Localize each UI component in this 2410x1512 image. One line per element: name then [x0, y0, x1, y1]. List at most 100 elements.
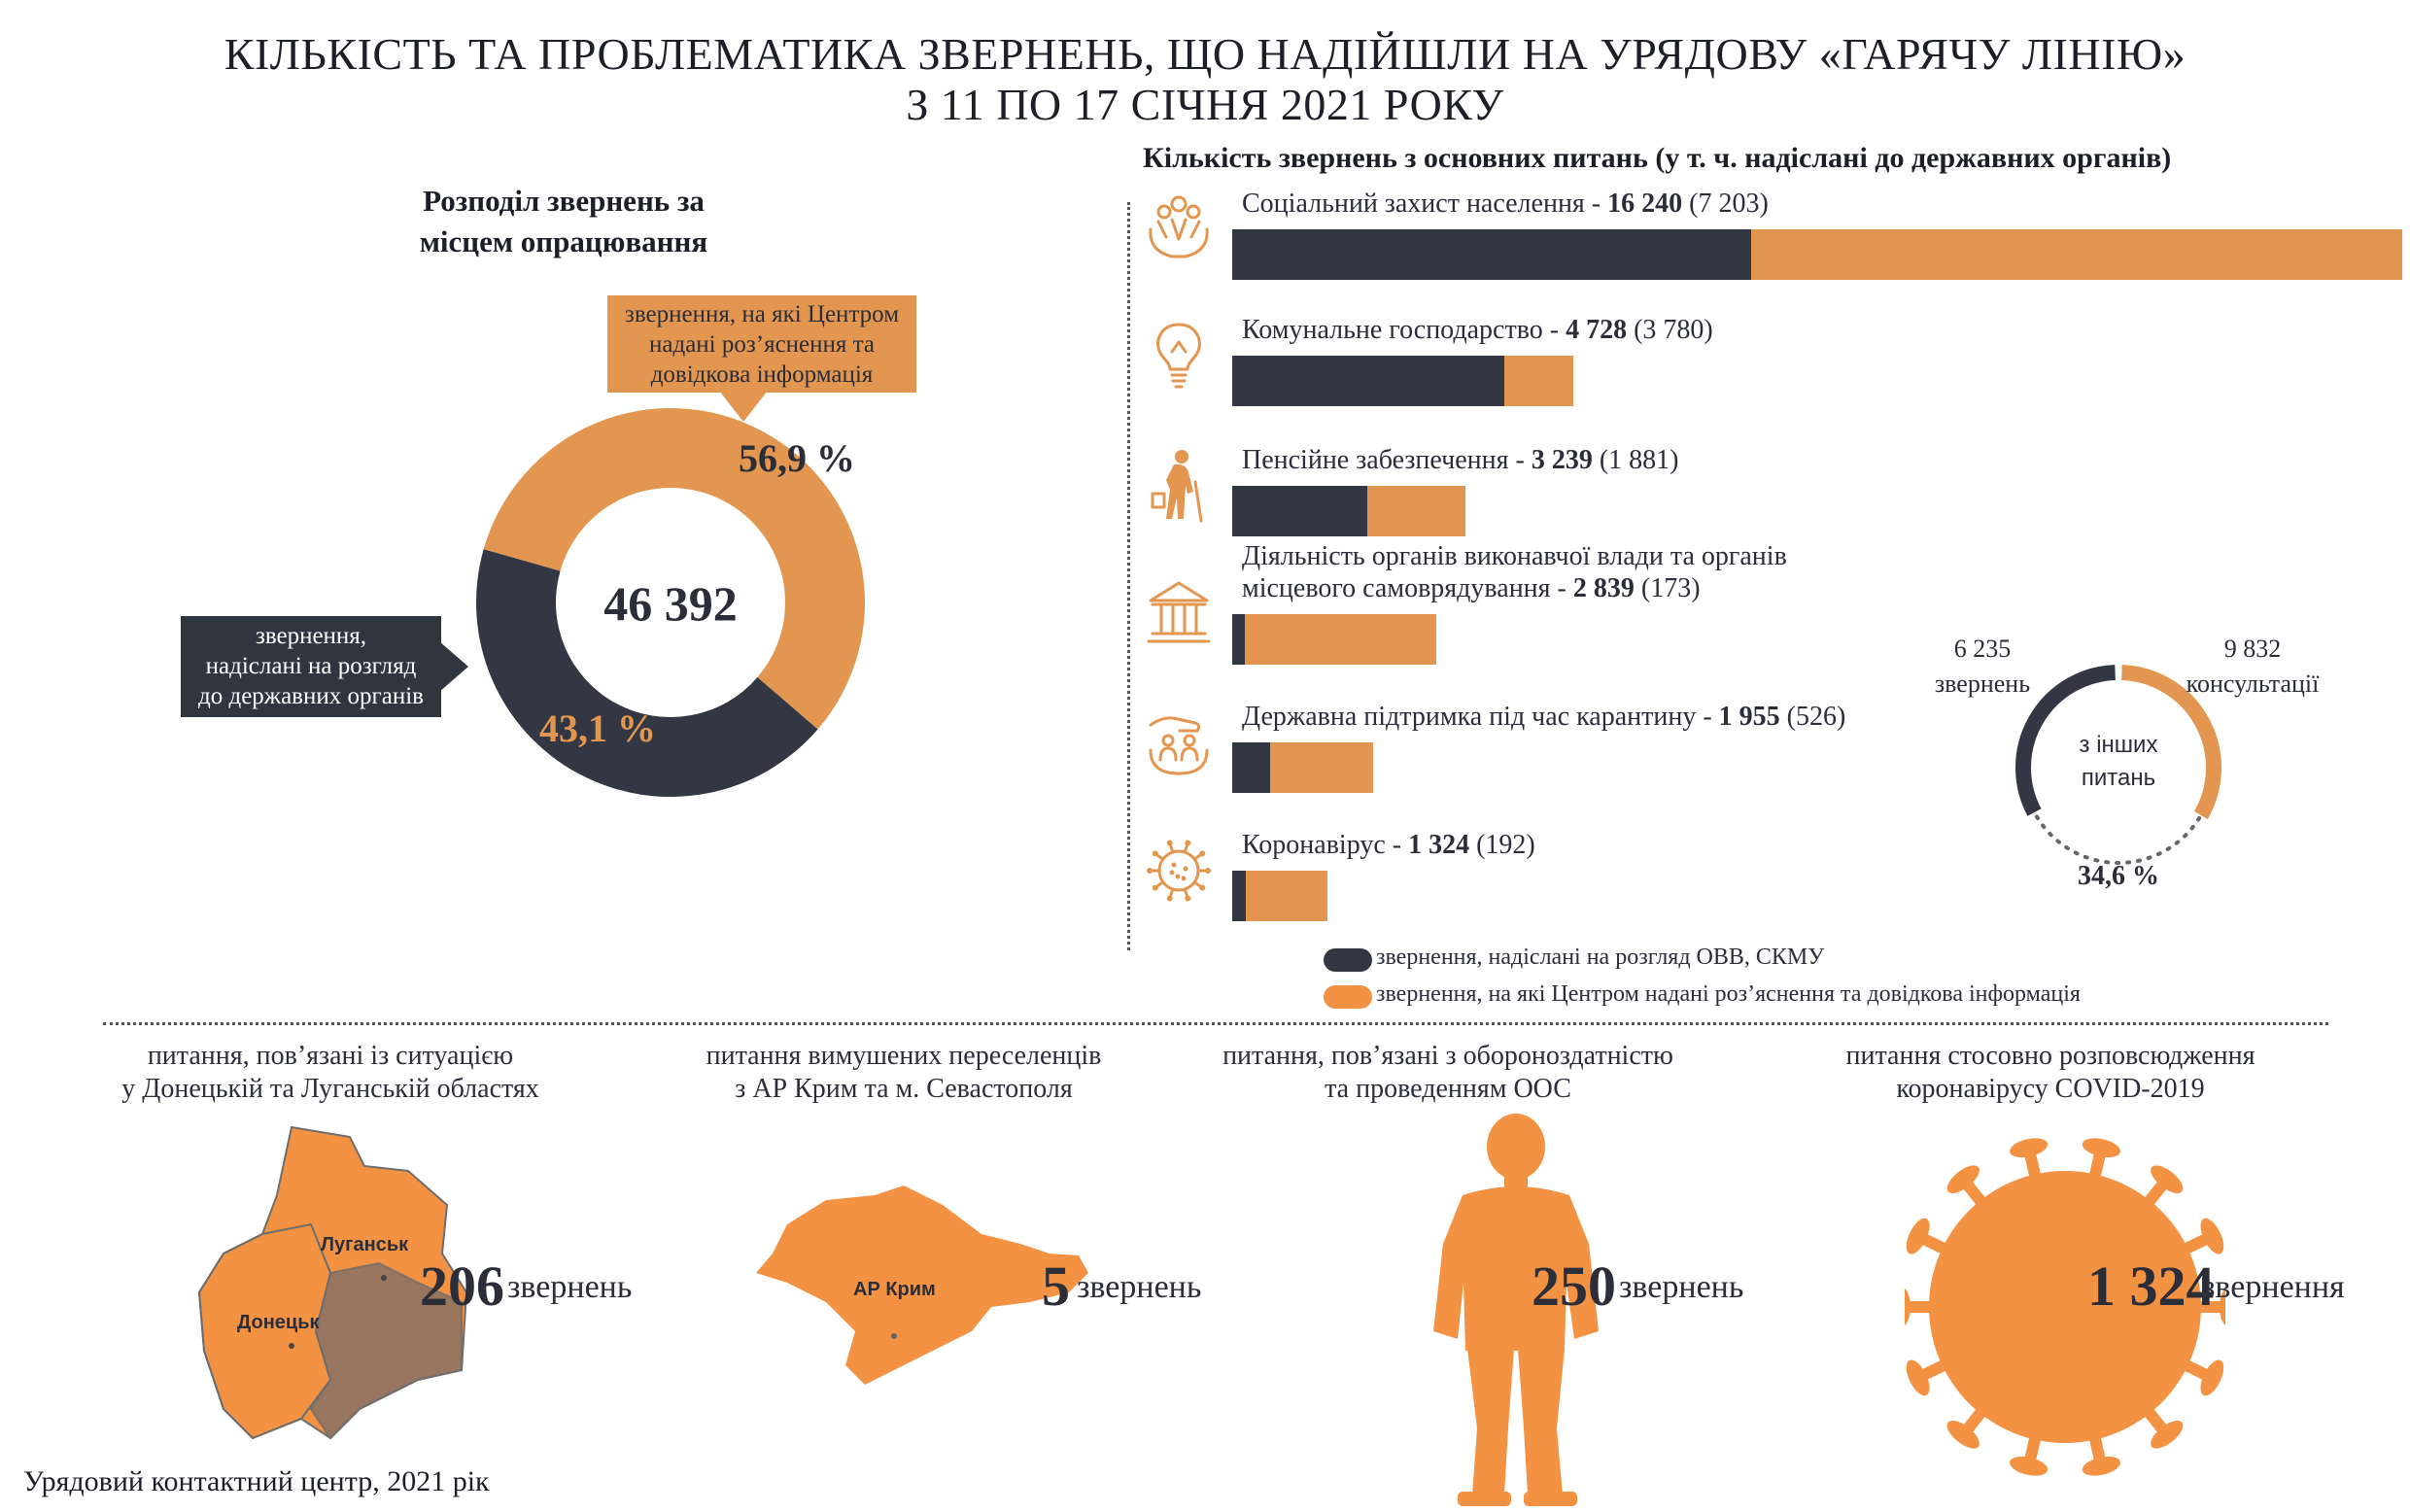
bar-total-label: 16 240 — [1607, 189, 1683, 219]
bars-section-title: Кількість звернень з основних питань (у … — [1143, 142, 2172, 174]
bar-segment-orange — [1367, 486, 1466, 536]
small-donut-right-value: 9 832 — [2223, 635, 2282, 663]
virus-spike-cap — [2200, 1218, 2224, 1254]
virus-spike-cap — [2010, 1138, 2048, 1158]
bar-segment-dark — [1232, 871, 1247, 921]
small-donut-dark-arc — [2015, 665, 2116, 816]
bar-segment-orange — [1751, 229, 2402, 280]
dark-pct-label: 43,1 % — [539, 706, 656, 750]
dark-callout-box — [181, 616, 441, 717]
virus-spike-cap — [1906, 1359, 1930, 1396]
bar-segment-dark — [1232, 614, 1245, 665]
virus-spike-cap — [2200, 1359, 2224, 1396]
bar-category-text: Соціальний захист населення - — [1242, 189, 1608, 219]
hand-support-icon — [1149, 716, 1209, 775]
orange-pct-label: 56,9 % — [739, 436, 855, 480]
topic-label-line: з АР Крим та м. Севастополя — [735, 1074, 1073, 1104]
bar-segment-orange — [1504, 356, 1573, 406]
virus-spike-cap — [2220, 1288, 2225, 1326]
topic-label-line: коронавірусу COVID-2019 — [1896, 1074, 2205, 1104]
bar-category-text: Коронавірус - — [1242, 830, 1409, 860]
dark-callout-line: надіслані на розгляд — [205, 653, 417, 679]
legend-orange-swatch — [1324, 985, 1372, 1009]
topic-label-line: питання вимушених переселенців — [706, 1041, 1102, 1071]
orange-callout-box — [607, 295, 916, 393]
virus-spike-cap — [1946, 1421, 1980, 1449]
orange-callout-line: довідкова інформація — [650, 361, 874, 388]
topic-label-line: питання стосовно розповсюдження — [1845, 1041, 2255, 1071]
bar-label-line: Коронавірус - 1 324 (192) — [1242, 829, 1535, 861]
dark-callout-text: звернення, надіслані на розгляд до держа… — [181, 621, 441, 711]
bar-total-label: 3 239 — [1531, 445, 1593, 475]
small-donut-center-line2: питань — [2081, 765, 2156, 791]
topic-defense-unit: звернень — [1619, 1269, 1744, 1305]
bar-segment-orange — [1269, 742, 1373, 793]
small-donut-center-text: з інших питань — [2050, 729, 2186, 795]
small-donut-left-value: 6 235 — [1953, 635, 2012, 663]
donut-title-line1: Розподіл звернень за — [423, 184, 705, 218]
bar-category-text: Пенсійне забезпечення - — [1242, 445, 1532, 475]
bar-total-label: 1 324 — [1408, 830, 1470, 860]
small-donut-pct: 34,6 % — [2078, 861, 2159, 891]
bars-axis-divider — [1127, 202, 1130, 950]
bar-total-label: 1 955 — [1718, 702, 1780, 732]
small-donut-chart — [2015, 665, 2221, 865]
lightbulb-icon — [1156, 323, 1201, 389]
bar-label-line: Діяльність органів виконавчої влади та о… — [1242, 540, 1787, 572]
bar-category-text: Діяльність органів виконавчої влади та о… — [1242, 541, 1787, 571]
virus-spike-cap — [2151, 1165, 2184, 1193]
bar-segment-dark — [1232, 742, 1270, 793]
bar-label: Діяльність органів виконавчої влади та о… — [1242, 540, 1787, 604]
bar-category-text: Комунальне господарство - — [1242, 315, 1566, 345]
bar-label-line: Державна підтримка під час карантину - 1… — [1242, 701, 1845, 733]
orange-callout-text: звернення, на які Центром надані роз’ясн… — [607, 299, 916, 390]
donut-slice-orange — [483, 408, 865, 730]
soldier-icon — [1433, 1114, 1599, 1506]
bar-category-text: Державна підтримка під час карантину - — [1242, 702, 1719, 732]
virus-spike-cap — [2151, 1421, 2184, 1449]
virus-spike-cap — [2082, 1138, 2120, 1158]
bar-segment-dark — [1232, 229, 1751, 280]
bar-sent-label: (1 881) — [1592, 445, 1679, 475]
virus-spike-cap — [1905, 1288, 1911, 1326]
topic-covid-unit: звернення — [2202, 1269, 2345, 1305]
small-donut-right-label: консультації — [2186, 670, 2320, 698]
donut-slice-dark — [476, 549, 818, 798]
bar-label-line: Соціальний захист населення - 16 240 (7 … — [1242, 188, 1769, 220]
topic-covid-value: 1 324 — [2087, 1254, 2215, 1318]
topic-defense-value: 250 — [1532, 1254, 1616, 1318]
topic-covid-label: питання стосовно розповсюдження коронаві… — [1769, 1040, 2332, 1106]
bar-segment-dark — [1232, 486, 1368, 536]
bar-sent-label: (192) — [1469, 830, 1535, 860]
topic-label-line: питання, пов’язані із ситуацією — [147, 1041, 514, 1071]
map-label-luhansk: Луганськ — [321, 1234, 409, 1255]
bar-category-text: місцевого самоврядування - — [1242, 573, 1573, 603]
small-donut-left-text: 6 235 звернень — [1905, 632, 2060, 702]
map-label-donetsk: Донецьк — [237, 1312, 320, 1333]
legend-orange-label: звернення, на які Центром надані роз’ясн… — [1376, 981, 2081, 1007]
section-separator — [103, 1022, 2328, 1025]
bar-label-line: Пенсійне забезпечення - 3 239 (1 881) — [1242, 444, 1678, 476]
topic-label-line: питання, пов’язані з обороноздатністю — [1222, 1041, 1673, 1071]
small-donut-dotted-arc — [2034, 813, 2202, 865]
bar-segment-orange — [1246, 871, 1328, 921]
donut-title-line2: місцем опрацювання — [419, 224, 708, 258]
small-donut-right-text: 9 832 консультації — [2155, 632, 2350, 702]
legend-dark-label: звернення, надіслані на розгляд ОВВ, СКМ… — [1376, 945, 1825, 970]
small-donut-center-line1: з інших — [2079, 732, 2158, 758]
small-donut-left-label: звернень — [1934, 670, 2031, 698]
orange-callout-pointer — [719, 391, 768, 422]
small-donut-orange-arc — [2121, 665, 2221, 819]
topic-crimea-label: питання вимушених переселенців з АР Крим… — [641, 1040, 1166, 1106]
dark-callout-line: звернення, — [255, 623, 367, 649]
bar-segment-dark — [1232, 356, 1505, 406]
bar-segment-orange — [1244, 614, 1437, 665]
topic-crimea-unit: звернень — [1077, 1269, 1202, 1305]
bar-label: Соціальний захист населення - 16 240 (7 … — [1242, 188, 1769, 220]
orange-callout-line: звернення, на які Центром — [624, 301, 900, 327]
virus-spike-cap — [1906, 1218, 1930, 1254]
topic-crimea-value: 5 — [1042, 1254, 1070, 1318]
topic-label-line: та проведенням ООС — [1325, 1074, 1571, 1104]
virus-icon — [1147, 840, 1211, 902]
government-building-icon — [1147, 581, 1211, 643]
